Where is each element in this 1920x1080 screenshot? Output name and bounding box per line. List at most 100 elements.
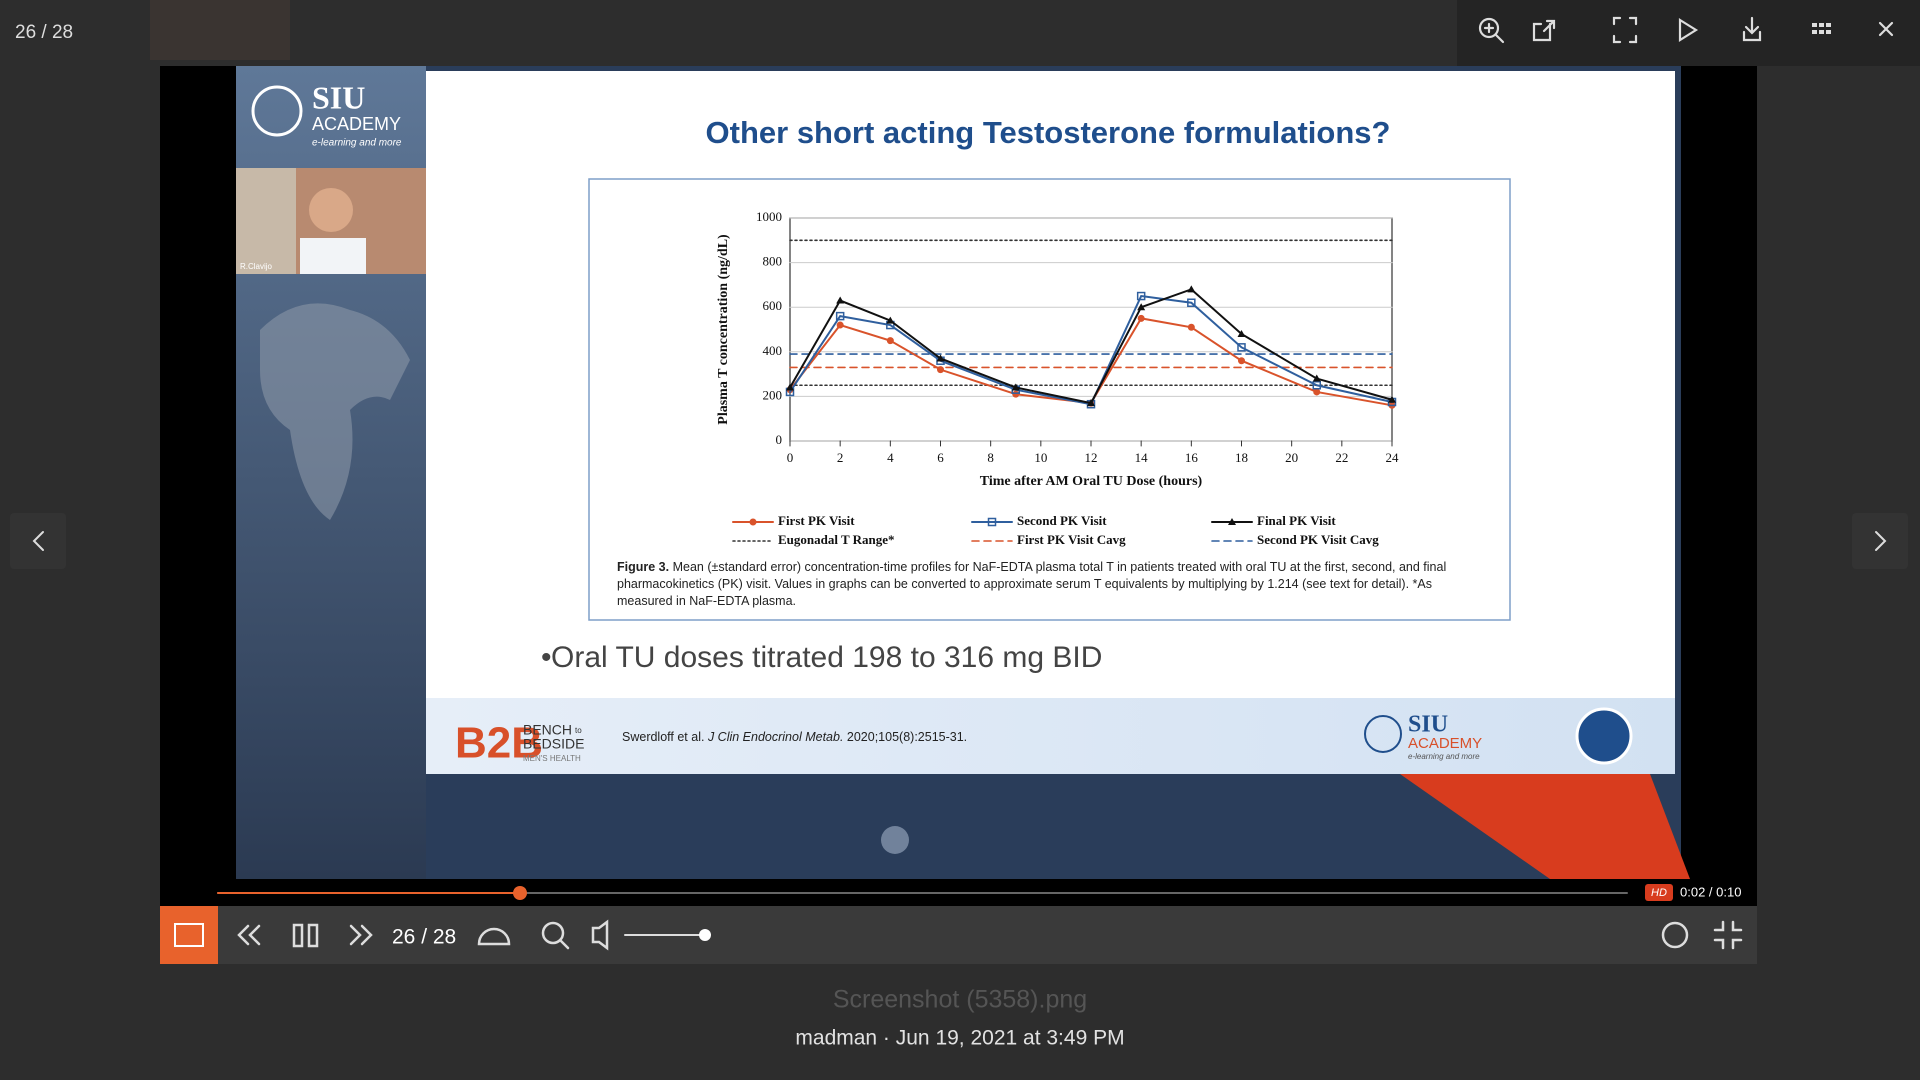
citation: Swerdloff et al. J Clin Endocrinol Metab… — [622, 730, 967, 744]
close-button[interactable] — [1878, 21, 1894, 37]
marker — [1237, 329, 1246, 337]
x-tick-label: 22 — [1335, 450, 1348, 465]
toolbar — [1457, 0, 1920, 66]
y-tick-label: 600 — [763, 298, 783, 313]
caption-text: Mean (±standard error) concentration-tim… — [617, 560, 1447, 608]
legend-label: Second PK Visit Cavg — [1257, 532, 1379, 547]
y-tick-label: 400 — [763, 343, 783, 358]
speaker-name: R.Clavijo — [240, 262, 273, 271]
speaker-body — [300, 238, 366, 274]
search-button[interactable] — [541, 921, 565, 945]
webcam-bg — [236, 168, 296, 274]
toolbar-icons — [1478, 16, 1894, 44]
legend-label: First PK Visit — [778, 513, 855, 528]
y-tick-label: 800 — [763, 254, 783, 269]
zoom-button[interactable] — [1478, 17, 1505, 44]
x-tick-label: 16 — [1185, 450, 1199, 465]
marker — [1187, 323, 1195, 331]
siu-seal — [1575, 707, 1633, 765]
y-tick-label: 0 — [776, 432, 783, 447]
legend-label: Eugonadal T Range* — [778, 532, 895, 547]
brand-sub: ACADEMY — [312, 114, 401, 134]
citation-authors: Swerdloff et al. — [622, 730, 704, 744]
x-tick-label: 10 — [1034, 450, 1047, 465]
x-tick-label: 4 — [887, 450, 894, 465]
blur-patch — [150, 0, 290, 60]
x-tick-label: 0 — [787, 450, 794, 465]
download-button[interactable] — [1742, 16, 1762, 42]
time: 0:02 / 0:10 — [1680, 884, 1741, 899]
filmstrip-icon — [174, 923, 204, 947]
globe — [260, 303, 410, 520]
hd-label: HD — [1651, 887, 1667, 899]
progress-knob[interactable] — [513, 886, 527, 900]
marker — [1238, 357, 1245, 365]
next-button[interactable] — [1852, 513, 1908, 569]
controls — [237, 919, 1743, 951]
marker — [786, 383, 794, 391]
slide-footer — [426, 698, 1675, 774]
bullet: Oral TU doses titrated 198 to 316 mg BID — [551, 641, 1102, 674]
bullet-dot: • — [541, 641, 552, 674]
settings-button[interactable] — [1661, 921, 1689, 949]
y-tick-label: 1000 — [756, 209, 782, 224]
brand-tagline: e-learning and more — [312, 138, 402, 149]
x-tick-label: 24 — [1386, 450, 1400, 465]
control-bar — [160, 906, 1757, 964]
forward-button[interactable] — [349, 924, 373, 946]
b2b-logo: B2B — [455, 719, 543, 768]
marker — [1087, 399, 1095, 407]
marker — [1312, 374, 1321, 382]
open-button[interactable] — [1532, 19, 1556, 42]
legend-label: Second PK Visit — [1017, 513, 1107, 528]
x-tick-label: 6 — [937, 450, 944, 465]
brand-name: SIU — [312, 79, 365, 115]
x-tick-label: 12 — [1085, 450, 1098, 465]
x-axis-title: Time after AM Oral TU Dose (hours) — [980, 474, 1203, 489]
prev-icon — [32, 531, 44, 551]
next-icon — [1875, 531, 1887, 551]
filename: Screenshot (5358).png — [833, 986, 1087, 1014]
legend-label: Final PK Visit — [1257, 513, 1336, 528]
meta: madman · Jun 19, 2021 at 3:49 PM — [795, 1027, 1124, 1050]
footer-logo-tagline: e-learning and more — [1408, 752, 1480, 761]
marker — [1187, 298, 1196, 307]
bedside: BEDSIDE — [523, 736, 584, 752]
speed-button[interactable] — [477, 927, 511, 946]
volume-knob[interactable] — [699, 929, 711, 941]
pause-button[interactable] — [292, 923, 319, 948]
footer-logo-name: SIU — [1408, 712, 1448, 738]
collapse-button[interactable] — [1713, 920, 1743, 950]
marker — [1136, 291, 1146, 301]
y-axis-title: Plasma T concentration (ng/dL) — [716, 234, 731, 425]
marker — [1012, 390, 1020, 398]
citation-journal: J Clin Endocrinol Metab. — [707, 730, 843, 744]
mens-health: MEN'S HEALTH — [523, 754, 581, 763]
slideshow-button[interactable] — [1678, 18, 1699, 42]
player-counter: 26 / 28 — [392, 926, 456, 949]
volume-button[interactable] — [591, 919, 609, 951]
counter: 26 / 28 — [15, 22, 73, 43]
marker — [886, 337, 894, 345]
hd-badge — [1645, 884, 1673, 901]
fullscreen-button[interactable] — [1612, 16, 1638, 44]
filmstrip-button[interactable] — [160, 906, 218, 964]
grid-button[interactable] — [1812, 23, 1831, 34]
marker — [1237, 343, 1246, 352]
marker — [836, 321, 844, 329]
rewind-button[interactable] — [237, 924, 261, 946]
marker — [1137, 303, 1146, 311]
speaker-face — [309, 188, 353, 232]
caption-label: Figure 3. — [617, 560, 670, 574]
footer-logo-icon — [1364, 715, 1402, 753]
legend-label: First PK Visit Cavg — [1017, 532, 1126, 547]
citation-ref: 2020;105(8):2515-31. — [847, 730, 967, 744]
marker — [1011, 383, 1020, 391]
x-tick-label: 8 — [987, 450, 994, 465]
bench-to: to — [575, 726, 582, 735]
prev-button[interactable] — [10, 513, 66, 569]
figure-caption: Figure 3. Mean (±standard error) concent… — [617, 559, 1487, 610]
marker — [987, 517, 997, 527]
